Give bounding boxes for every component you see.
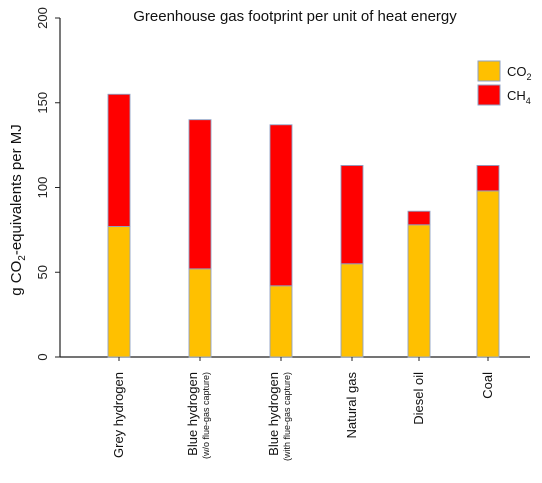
- category-label: Blue hydrogen: [266, 372, 281, 456]
- category-label: Blue hydrogen: [185, 372, 200, 456]
- legend: CO2 CH4: [477, 60, 532, 106]
- bar-ch4-segment: [476, 165, 500, 192]
- bar-co2-segment: [340, 263, 364, 358]
- y-axis-label-post: -equivalents per MJ: [8, 124, 25, 255]
- category-label: Coal: [480, 372, 495, 399]
- bar-co2-segment: [188, 268, 212, 358]
- legend-label-co2: CO2: [507, 64, 532, 82]
- bar-ch4-segment: [407, 210, 431, 226]
- category-sublabel: (w/o flue-gas capture): [201, 372, 211, 459]
- y-axis-label-sub: 2: [17, 255, 28, 261]
- chart-title: Greenhouse gas footprint per unit of hea…: [133, 8, 457, 25]
- legend-swatch-ch4: [477, 84, 501, 106]
- bar-co2-segment: [269, 285, 293, 358]
- bar-co2-segment: [107, 226, 131, 358]
- y-axis-label-pre: g CO: [8, 261, 25, 296]
- y-tick-label: 50: [35, 265, 50, 279]
- bars: [107, 93, 500, 361]
- category-label: Grey hydrogen: [111, 372, 126, 458]
- bar-ch4-segment: [269, 124, 293, 287]
- y-tick-label: 200: [35, 7, 50, 29]
- category-sublabel: (with flue-gas capture): [282, 372, 292, 461]
- y-ticks: 0 50 100 150 200: [35, 7, 60, 361]
- category-label: Natural gas: [344, 372, 359, 439]
- category-labels: Grey hydrogen Blue hydrogen (w/o flue-gas …: [111, 372, 495, 462]
- bar-ch4-segment: [188, 119, 212, 270]
- category-label: Diesel oil: [411, 372, 426, 425]
- bar-ch4-segment: [340, 165, 364, 265]
- bar-ch4-segment: [107, 93, 131, 227]
- y-tick-label: 100: [35, 177, 50, 199]
- legend-swatch-co2: [477, 60, 501, 82]
- legend-label-ch4: CH4: [507, 88, 531, 106]
- y-tick-label: 0: [35, 353, 50, 360]
- y-tick-label: 150: [35, 92, 50, 114]
- bar-co2-segment: [407, 224, 431, 358]
- svg-text:g CO2-equivalents per MJ: g CO2-equivalents per MJ: [8, 124, 28, 295]
- y-axis-label: g CO2-equivalents per MJ: [8, 124, 28, 295]
- bar-co2-segment: [476, 190, 500, 358]
